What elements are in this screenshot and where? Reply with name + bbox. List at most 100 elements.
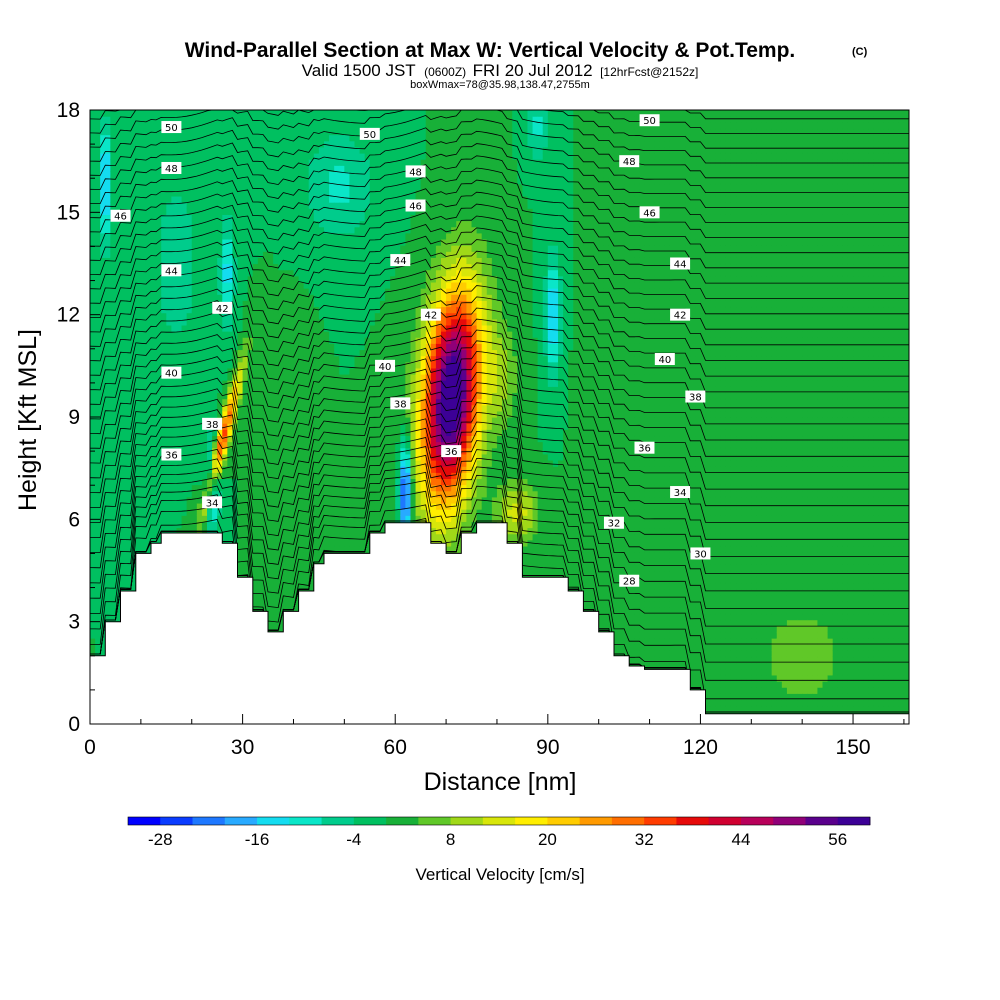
w-cell	[140, 257, 147, 265]
w-cell	[293, 576, 300, 584]
w-cell	[257, 226, 264, 234]
w-cell	[308, 558, 315, 565]
w-cell	[186, 226, 193, 234]
w-cell	[324, 245, 330, 252]
w-cell	[181, 429, 188, 437]
w-cell	[125, 564, 132, 572]
w-cell	[207, 263, 213, 271]
w-cell	[334, 367, 340, 375]
w-cell	[278, 275, 284, 283]
w-cell	[145, 466, 152, 473]
w-cell	[334, 545, 340, 553]
w-cell	[283, 312, 289, 320]
w-cell	[115, 189, 122, 197]
w-cell	[196, 312, 203, 320]
w-cell	[156, 392, 162, 400]
w-cell	[176, 214, 183, 222]
w-cell	[156, 251, 162, 258]
w-cell	[268, 367, 274, 375]
w-cell	[262, 294, 269, 301]
w-cell	[278, 502, 284, 510]
w-cell	[227, 245, 234, 252]
w-cell	[247, 288, 254, 295]
w-cell	[273, 570, 279, 578]
w-cell	[135, 269, 142, 277]
w-cell	[298, 361, 305, 369]
w-cell	[313, 380, 320, 387]
w-cell	[95, 275, 101, 283]
w-cell	[252, 515, 259, 522]
w-cell	[201, 195, 208, 203]
w-cell	[186, 183, 193, 191]
w-cell	[222, 128, 228, 136]
w-cell	[171, 220, 178, 228]
w-cell	[303, 152, 310, 160]
w-cell	[288, 275, 295, 283]
w-cell	[252, 570, 259, 578]
w-cell	[288, 447, 295, 455]
w-cell	[222, 232, 228, 240]
w-cell	[105, 386, 111, 394]
w-cell	[181, 453, 188, 461]
w-cell	[222, 245, 228, 252]
w-cell	[283, 588, 289, 596]
w-cell	[257, 183, 264, 191]
w-cell	[110, 110, 117, 117]
w-cell	[329, 539, 335, 547]
w-cell	[324, 183, 330, 191]
w-cell	[278, 134, 284, 142]
w-cell	[140, 208, 147, 215]
w-cell	[242, 214, 249, 222]
w-cell	[145, 171, 152, 179]
w-cell	[161, 410, 167, 418]
w-cell	[156, 110, 162, 117]
w-cell	[273, 515, 279, 522]
w-cell	[324, 398, 330, 406]
w-cell	[268, 146, 274, 154]
w-cell	[212, 195, 218, 203]
w-cell	[324, 226, 330, 234]
w-cell	[242, 226, 249, 234]
w-cell	[196, 116, 203, 123]
w-cell	[257, 582, 264, 590]
w-cell	[283, 533, 289, 541]
w-cell	[151, 447, 157, 455]
w-cell	[125, 275, 132, 283]
w-cell	[222, 533, 228, 541]
w-cell	[191, 165, 198, 172]
w-cell	[105, 374, 111, 381]
w-cell	[298, 539, 305, 547]
w-cell	[257, 232, 264, 240]
w-cell	[268, 447, 274, 455]
w-cell	[135, 527, 142, 535]
w-cell	[308, 281, 315, 289]
w-cell	[110, 398, 117, 406]
w-cell	[298, 472, 305, 479]
w-cell	[237, 257, 244, 265]
w-cell	[237, 472, 244, 479]
w-cell	[151, 318, 157, 326]
w-cell	[278, 146, 284, 154]
w-cell	[166, 195, 172, 203]
w-cell	[273, 294, 279, 301]
w-cell	[201, 331, 208, 338]
w-cell	[268, 380, 274, 387]
w-cell	[166, 423, 172, 430]
w-cell	[288, 466, 295, 473]
w-cell	[262, 226, 269, 234]
w-cell	[242, 545, 249, 553]
w-cell	[247, 183, 254, 191]
w-cell	[135, 404, 142, 412]
w-cell	[288, 349, 295, 357]
w-cell	[207, 183, 213, 191]
w-cell	[339, 545, 345, 553]
w-cell	[166, 410, 172, 418]
w-cell	[181, 490, 188, 498]
w-cell	[257, 134, 264, 142]
w-cell	[318, 521, 325, 529]
w-cell	[176, 312, 183, 320]
w-cell	[207, 324, 213, 332]
w-cell	[318, 159, 325, 166]
w-cell	[252, 472, 259, 479]
w-cell	[227, 202, 234, 209]
